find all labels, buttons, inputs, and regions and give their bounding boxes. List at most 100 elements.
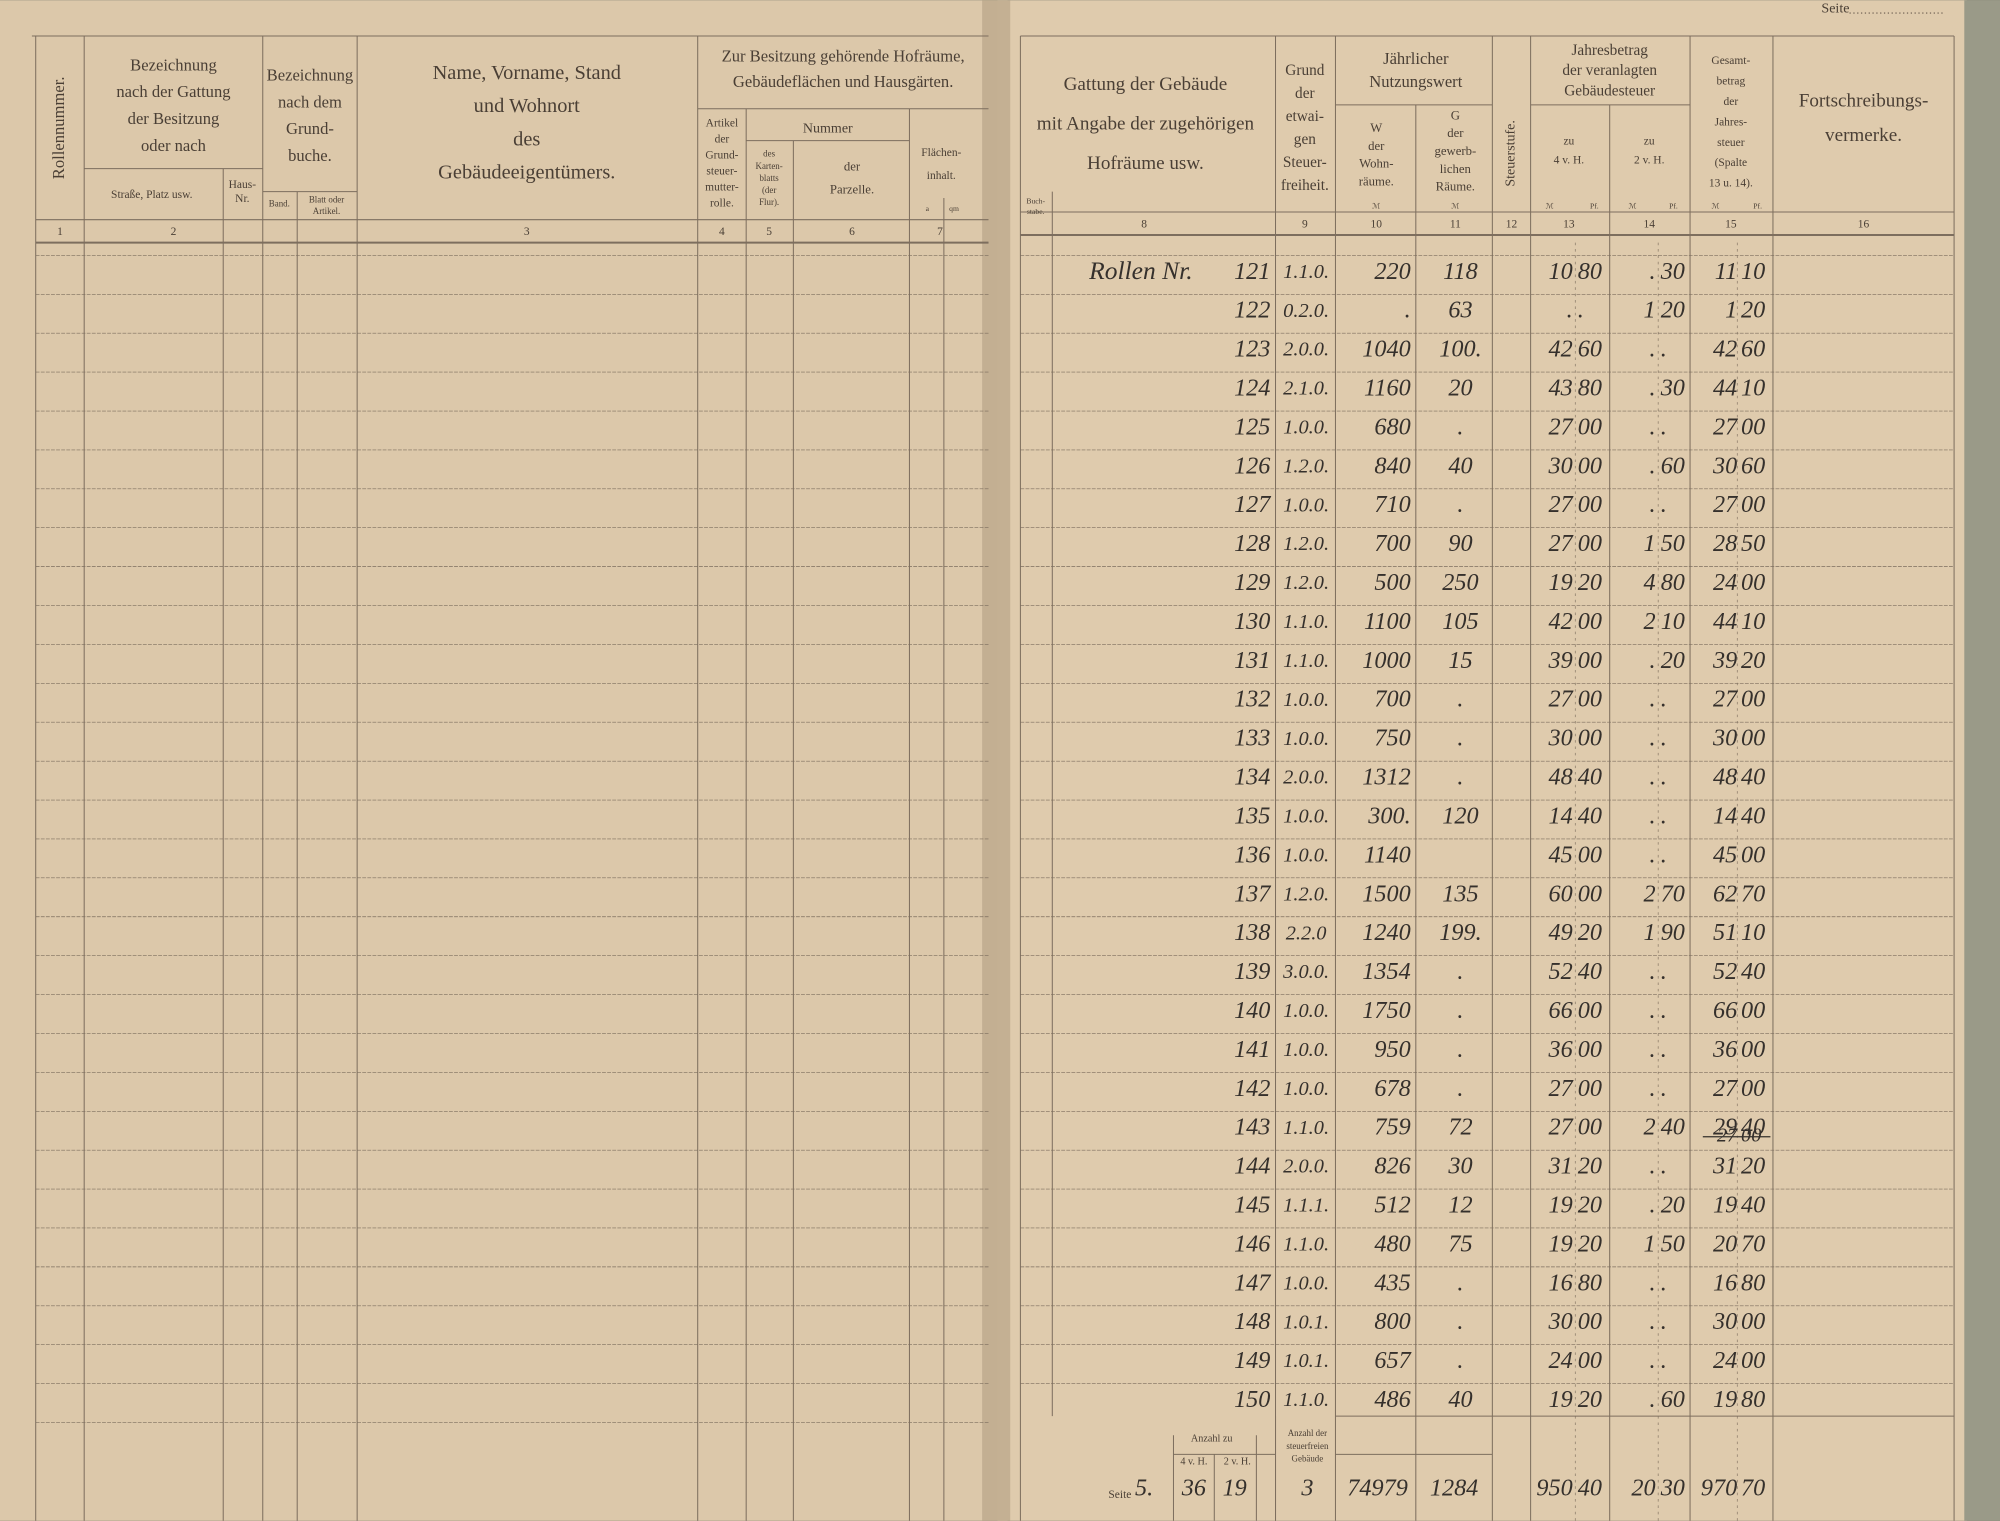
- row-cell: 60: [1548, 880, 1572, 907]
- column-number: 6: [849, 226, 855, 238]
- header-text: ℳ: [1372, 202, 1381, 211]
- footer-value: 20: [1631, 1475, 1655, 1502]
- footer-value: 19: [1223, 1475, 1247, 1502]
- column-number: 16: [1858, 218, 1870, 230]
- column-number: 12: [1506, 218, 1518, 230]
- header-text: Zur Besitzung gehörende Hofräume,: [722, 47, 965, 66]
- row-cell: 00: [1578, 1347, 1602, 1374]
- row-cell: 00: [1578, 452, 1602, 479]
- row-cell: 80: [1741, 1269, 1765, 1296]
- footer-value: 74979: [1347, 1475, 1408, 1502]
- row-cell: 19: [1713, 1191, 1737, 1218]
- row-cell: 657: [1374, 1347, 1411, 1374]
- row-cell: .: [1650, 1308, 1656, 1335]
- row-cell: 20: [1741, 1153, 1765, 1180]
- column-number: 10: [1371, 218, 1383, 230]
- row-cell: 40: [1448, 1386, 1472, 1413]
- header-text: 4 v. H.: [1554, 155, 1585, 167]
- row-cell: 30: [1660, 375, 1685, 402]
- header-text: oder nach: [141, 136, 207, 155]
- header-text: Wohn-: [1359, 157, 1393, 171]
- footer-value: 30: [1660, 1475, 1685, 1502]
- header-text: der veranlagten: [1562, 62, 1657, 79]
- footer-label: Gebäude: [1292, 1454, 1324, 1464]
- header-text: Parzelle.: [830, 182, 874, 196]
- row-cell: 27: [1548, 1114, 1573, 1141]
- header-text: buche.: [288, 146, 332, 165]
- row-cell: 00: [1578, 841, 1602, 868]
- header-text: des: [513, 128, 540, 150]
- row-cell: 3.0.0.: [1282, 961, 1329, 983]
- footer-value: 40: [1578, 1475, 1602, 1502]
- header-text: des: [763, 149, 775, 159]
- header-text: (Spalte: [1715, 157, 1748, 169]
- row-cell: 1240: [1362, 919, 1410, 946]
- row-cell: 1140: [1364, 841, 1411, 868]
- header-text: Bezeichnung: [130, 55, 217, 74]
- column-number: 1: [57, 226, 63, 238]
- header-text: Gebäudeflächen und Hausgärten.: [733, 72, 954, 91]
- row-cell: .: [1457, 764, 1463, 791]
- header-text: Haus-: [229, 179, 257, 191]
- row-cell: .: [1650, 1269, 1656, 1296]
- row-cell: .: [1457, 1269, 1463, 1296]
- header-text: blatts: [759, 173, 779, 183]
- row-cell: 20: [1741, 647, 1765, 674]
- row-cell: .: [1661, 764, 1667, 791]
- row-cell: 27: [1548, 413, 1573, 440]
- row-cell: 11: [1715, 258, 1737, 285]
- row-cell: 139: [1234, 958, 1270, 985]
- header-text: qm: [949, 204, 959, 213]
- row-cell: 70: [1741, 1230, 1765, 1257]
- row-cell: .: [1661, 958, 1667, 985]
- row-cell: 00: [1741, 1308, 1765, 1335]
- row-cell: 80: [1741, 1386, 1765, 1413]
- row-cell: 138: [1234, 919, 1270, 946]
- row-cell: 00: [1741, 841, 1765, 868]
- row-cell: 16: [1548, 1269, 1572, 1296]
- row-cell: 27: [1548, 686, 1573, 713]
- row-cell: 2.1.0.: [1283, 378, 1329, 400]
- column-number: 14: [1644, 218, 1656, 230]
- row-cell: .: [1650, 1347, 1656, 1374]
- row-cell: 750: [1374, 725, 1410, 752]
- row-cell: 45: [1713, 841, 1737, 868]
- row-cell: 250: [1442, 569, 1478, 596]
- row-cell: 30: [1547, 452, 1572, 479]
- row-cell: 100.: [1439, 336, 1481, 363]
- row-cell: .: [1661, 1036, 1667, 1063]
- header-text: Artikel.: [313, 206, 340, 216]
- row-cell: 00: [1578, 686, 1602, 713]
- row-cell: 2.0.0.: [1283, 1156, 1329, 1178]
- row-cell: 00: [1578, 1036, 1602, 1063]
- row-cell: 00: [1741, 1347, 1765, 1374]
- row-cell: 1.0.0.: [1283, 494, 1329, 516]
- header-text: räume.: [1359, 175, 1394, 189]
- row-cell: .: [1650, 452, 1656, 479]
- row-cell: 1: [1644, 530, 1656, 557]
- row-cell: 00: [1741, 491, 1765, 518]
- footer-label: Anzahl zu: [1191, 1433, 1233, 1444]
- header-text: stabe.: [1027, 207, 1045, 216]
- row-cell: 1: [1725, 297, 1737, 324]
- row-cell: 20: [1578, 919, 1602, 946]
- row-cell: 36: [1712, 1036, 1737, 1063]
- row-cell: 36: [1547, 1036, 1572, 1063]
- row-cell: 144: [1234, 1153, 1270, 1180]
- row-cell: 27: [1713, 1075, 1738, 1102]
- row-cell: .: [1650, 1036, 1656, 1063]
- right-margin: [1964, 0, 2000, 1521]
- header-text: Pf.: [1753, 202, 1762, 211]
- row-cell: 149: [1234, 1347, 1270, 1374]
- row-cell: 00: [1578, 1075, 1602, 1102]
- row-prefix: Rollen Nr.: [1088, 256, 1192, 285]
- row-cell: 435: [1374, 1269, 1410, 1296]
- row-cell: .: [1457, 413, 1463, 440]
- row-cell: 1354: [1362, 958, 1410, 985]
- row-cell: 15: [1448, 647, 1472, 674]
- row-cell: 1: [1644, 1230, 1656, 1257]
- row-cell: 24: [1548, 1347, 1572, 1374]
- column-number: 4: [719, 226, 725, 238]
- row-cell: 19: [1548, 569, 1572, 596]
- row-cell: 31: [1712, 1153, 1737, 1180]
